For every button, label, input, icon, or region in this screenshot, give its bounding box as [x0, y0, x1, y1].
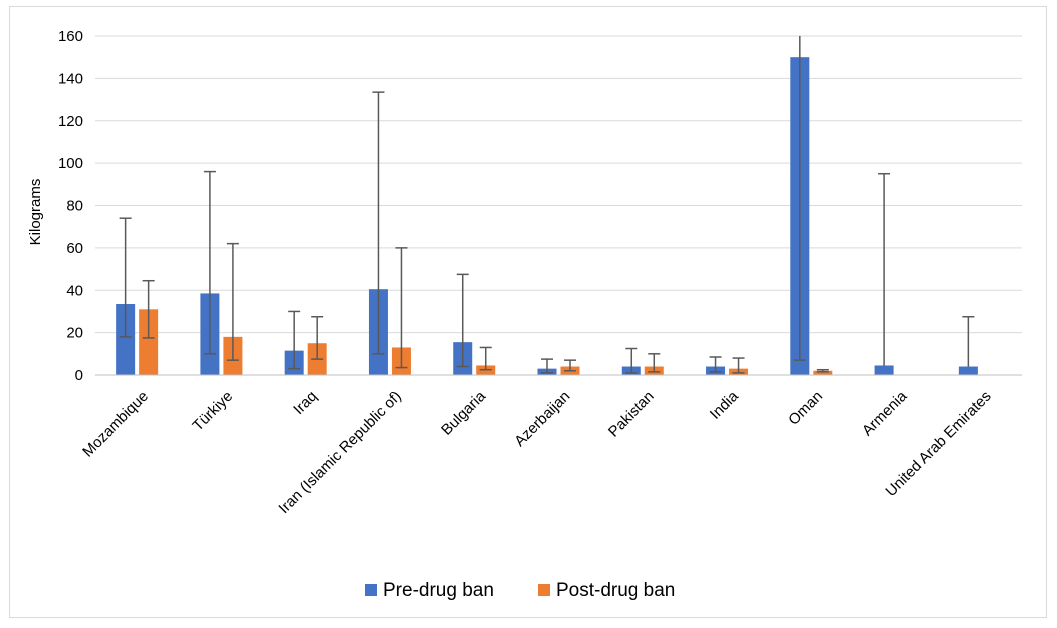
bar-chart: 0 20 40 60 80 100 120 140 160 Kilograms Mozambiq…	[27, 28, 1022, 601]
y-tick-label: 20	[66, 325, 83, 342]
legend-swatch-post-drug-ban	[538, 584, 550, 596]
y-tick-label: 60	[66, 240, 83, 257]
y-axis-label: Kilograms	[27, 179, 44, 246]
y-tick-label: 80	[66, 198, 83, 215]
error-bar-pre-drug-ban-iran-islamic-republic-of	[372, 91, 385, 355]
error-bar-pre-drug-ban-t-rkiye	[203, 170, 216, 355]
x-tick-label-armenia: Armenia	[859, 387, 911, 439]
bar-post-drug-ban-oman	[813, 370, 833, 375]
y-tick-label: 0	[75, 367, 83, 384]
x-tick-label-mozambique: Mozambique	[79, 388, 152, 461]
error-bar-pre-drug-ban-mozambique	[119, 217, 132, 338]
y-tick-label: 120	[58, 113, 83, 130]
error-bar-post-drug-ban-pakistan	[648, 353, 661, 373]
x-tick-label-india: India	[707, 387, 742, 422]
error-bar-pre-drug-ban-bulgaria	[456, 273, 469, 368]
bars	[116, 57, 978, 375]
legend-label-pre-drug-ban: Pre-drug ban	[383, 580, 494, 601]
x-tick-label-iraq: Iraq	[290, 388, 320, 418]
error-bar-pre-drug-ban-iraq	[288, 310, 301, 370]
bar-pre-drug-ban-armenia	[874, 365, 894, 375]
legend-label-post-drug-ban: Post-drug ban	[556, 580, 675, 601]
x-tick-label-oman: Oman	[785, 388, 826, 429]
x-tick-label-bulgaria: Bulgaria	[438, 387, 489, 438]
error-bar-post-drug-ban-azerbaijan	[564, 359, 576, 372]
bar-post-drug-ban-mozambique	[139, 309, 159, 375]
gridlines	[95, 35, 1022, 334]
error-bar-pre-drug-ban-azerbaijan	[541, 358, 553, 374]
error-bar-post-drug-ban-india	[732, 357, 745, 374]
bar-pre-drug-ban-mozambique	[116, 304, 136, 375]
y-axis: 0 20 40 60 80 100 120 140 160	[58, 28, 83, 384]
x-tick-label-pakistan: Pakistan	[605, 388, 658, 441]
error-bar-post-drug-ban-mozambique	[142, 279, 155, 339]
error-bars	[119, 36, 975, 374]
y-tick-label: 140	[58, 70, 83, 87]
error-bar-pre-drug-ban-armenia	[878, 172, 891, 366]
error-bar-pre-drug-ban-pakistan	[625, 347, 638, 374]
error-bar-post-drug-ban-bulgaria	[479, 346, 492, 371]
error-bar-pre-drug-ban-united-arab-emirates	[962, 315, 975, 367]
bar-pre-drug-ban-united-arab-emirates	[958, 366, 978, 375]
y-tick-label: 100	[58, 155, 83, 172]
error-bar-post-drug-ban-iran-islamic-republic-of	[395, 247, 408, 369]
error-bar-pre-drug-ban-oman	[793, 36, 806, 361]
chart-frame: 0 20 40 60 80 100 120 140 160 Kilograms Mozambiq…	[9, 6, 1047, 618]
x-tick-label-t-rkiye: Türkiye	[189, 388, 236, 435]
y-tick-label: 160	[58, 28, 83, 45]
y-tick-label: 40	[66, 282, 83, 299]
error-bar-post-drug-ban-iraq	[311, 315, 324, 360]
x-tick-label-azerbaijan: Azerbaijan	[511, 388, 573, 450]
error-bar-post-drug-ban-t-rkiye	[226, 242, 239, 361]
error-bar-pre-drug-ban-india	[709, 356, 722, 373]
legend-swatch-pre-drug-ban	[365, 584, 377, 596]
error-bar-post-drug-ban-oman	[816, 368, 829, 373]
legend: Pre-drug ban Post-drug ban	[365, 580, 675, 601]
